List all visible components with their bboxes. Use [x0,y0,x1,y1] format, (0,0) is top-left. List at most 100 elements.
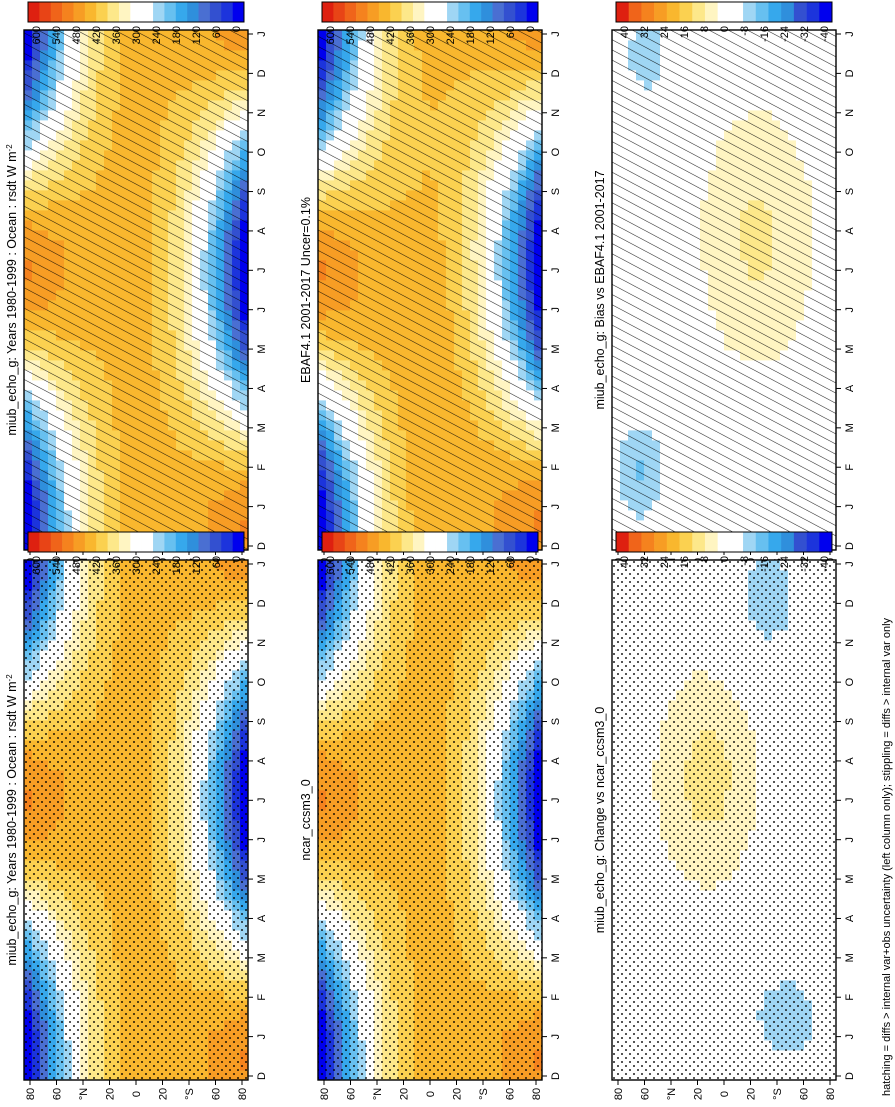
month-tick-label: J [844,307,856,313]
colorbar-label: 0 [231,26,243,32]
colorbar-bin [481,2,493,22]
colorbar-bin [424,2,436,22]
colorbar-label: 0 [719,26,731,32]
colorbar-bin [356,2,368,22]
colorbar-label: 480 [71,26,83,44]
colorbar-label: 32 [639,26,651,38]
colorbar-bin [164,2,176,22]
month-tick-label: S [256,188,268,195]
colorbar-bin [39,2,51,22]
colorbar-bin [221,2,233,22]
colorbar-bin [527,2,539,22]
colorbar-label: 240 [151,26,163,44]
colorbar-label: 120 [191,26,203,44]
month-tick-label: J [550,268,562,274]
month-tick-label: D [844,542,856,550]
panel-title: miub_echo_g: Years 1980-1999 : Ocean : r… [5,144,19,436]
colorbar-label: 0 [525,26,537,32]
colorbar-label: 180 [171,26,183,44]
panels-layer: 8060°N20020°S6080DJFMAMJJASONDJmiub_echo… [5,2,856,1100]
colorbar-bin [458,2,470,22]
colorbar-label: -32 [799,26,811,42]
colorbar-bin [730,2,743,22]
colorbar-label: -16 [759,26,771,42]
month-tick-label: D [844,69,856,77]
colorbar-bin [680,2,693,22]
colorbar-bin [616,2,629,22]
colorbar-bin [402,2,414,22]
colorbar-bin [390,2,402,22]
month-tick-label: M [550,423,562,432]
month-tick-label: J [550,307,562,313]
colorbar-label: 120 [485,26,497,44]
colorbar-bin [641,2,654,22]
month-tick-label: J [844,268,856,274]
colorbar-bin [345,2,357,22]
colorbar-label: 24 [659,26,671,38]
colorbar-bin [807,2,820,22]
colorbar-bin [379,2,391,22]
colorbar-label: 8 [699,26,711,32]
colorbar-label: 360 [111,26,123,44]
colorbar-bin [436,2,448,22]
colorbar-bin [96,2,108,22]
month-tick-label: J [844,504,856,510]
colorbar-label: 60 [505,26,517,38]
colorbar-bin [322,2,334,22]
colorbar-label: 300 [131,26,143,44]
colorbar-bin [718,2,731,22]
month-tick-label: M [844,344,856,353]
colorbar-bin [142,2,154,22]
month-tick-label: J [550,31,562,37]
colorbar-bin [210,2,222,22]
colorbar-label: 180 [465,26,477,44]
colorbar-bin [176,2,188,22]
colorbar-bin [51,2,63,22]
colorbar-label: 240 [445,26,457,44]
colorbar-label: 300 [425,26,437,44]
colorbar-label: 420 [91,26,103,44]
month-tick-label: M [256,423,268,432]
hatching-overlay [612,30,836,550]
month-tick-label: J [256,307,268,313]
colorbar-label: 360 [405,26,417,44]
month-tick-label: O [844,147,856,156]
month-tick-label: S [844,188,856,195]
colorbar-label: 600 [31,26,43,44]
colorbar-bin [493,2,505,22]
colorbar-bin [153,2,165,22]
title-superscript: -2 [5,144,14,152]
colorbar-bin [819,2,832,22]
month-tick-label: N [550,109,562,117]
colorbar-label: -24 [779,26,791,42]
colorbar-bin [654,2,667,22]
month-tick-label: M [844,423,856,432]
month-tick-label: N [844,109,856,117]
month-tick-label: J [256,31,268,37]
month-tick-label: D [256,69,268,77]
colorbar-bin [781,2,794,22]
colorbar-bin [470,2,482,22]
month-tick-label: S [550,188,562,195]
hatching-overlay [24,30,248,550]
panel-left-top: 8060°N20020°S6080DJFMAMJJASONDJmiub_echo… [5,2,268,570]
colorbar-bin [85,2,97,22]
panel-title: EBAF4.1 2001-2017 Uncer=0.1% [299,197,313,383]
month-tick-label: N [256,109,268,117]
colorbar-label: 16 [679,26,691,38]
hatching-overlay [318,30,542,550]
colorbar-bin [119,2,131,22]
month-tick-label: M [256,344,268,353]
colorbar-bin [629,2,642,22]
colorbar-label: -8 [739,26,751,36]
month-tick-label: J [844,31,856,37]
colorbar-bin [62,2,74,22]
colorbar-bin [187,2,199,22]
colorbar-bin [73,2,85,22]
colorbar-label: 540 [51,26,63,44]
colorbar-label: -40 [819,26,831,42]
colorbar-bin [130,2,142,22]
